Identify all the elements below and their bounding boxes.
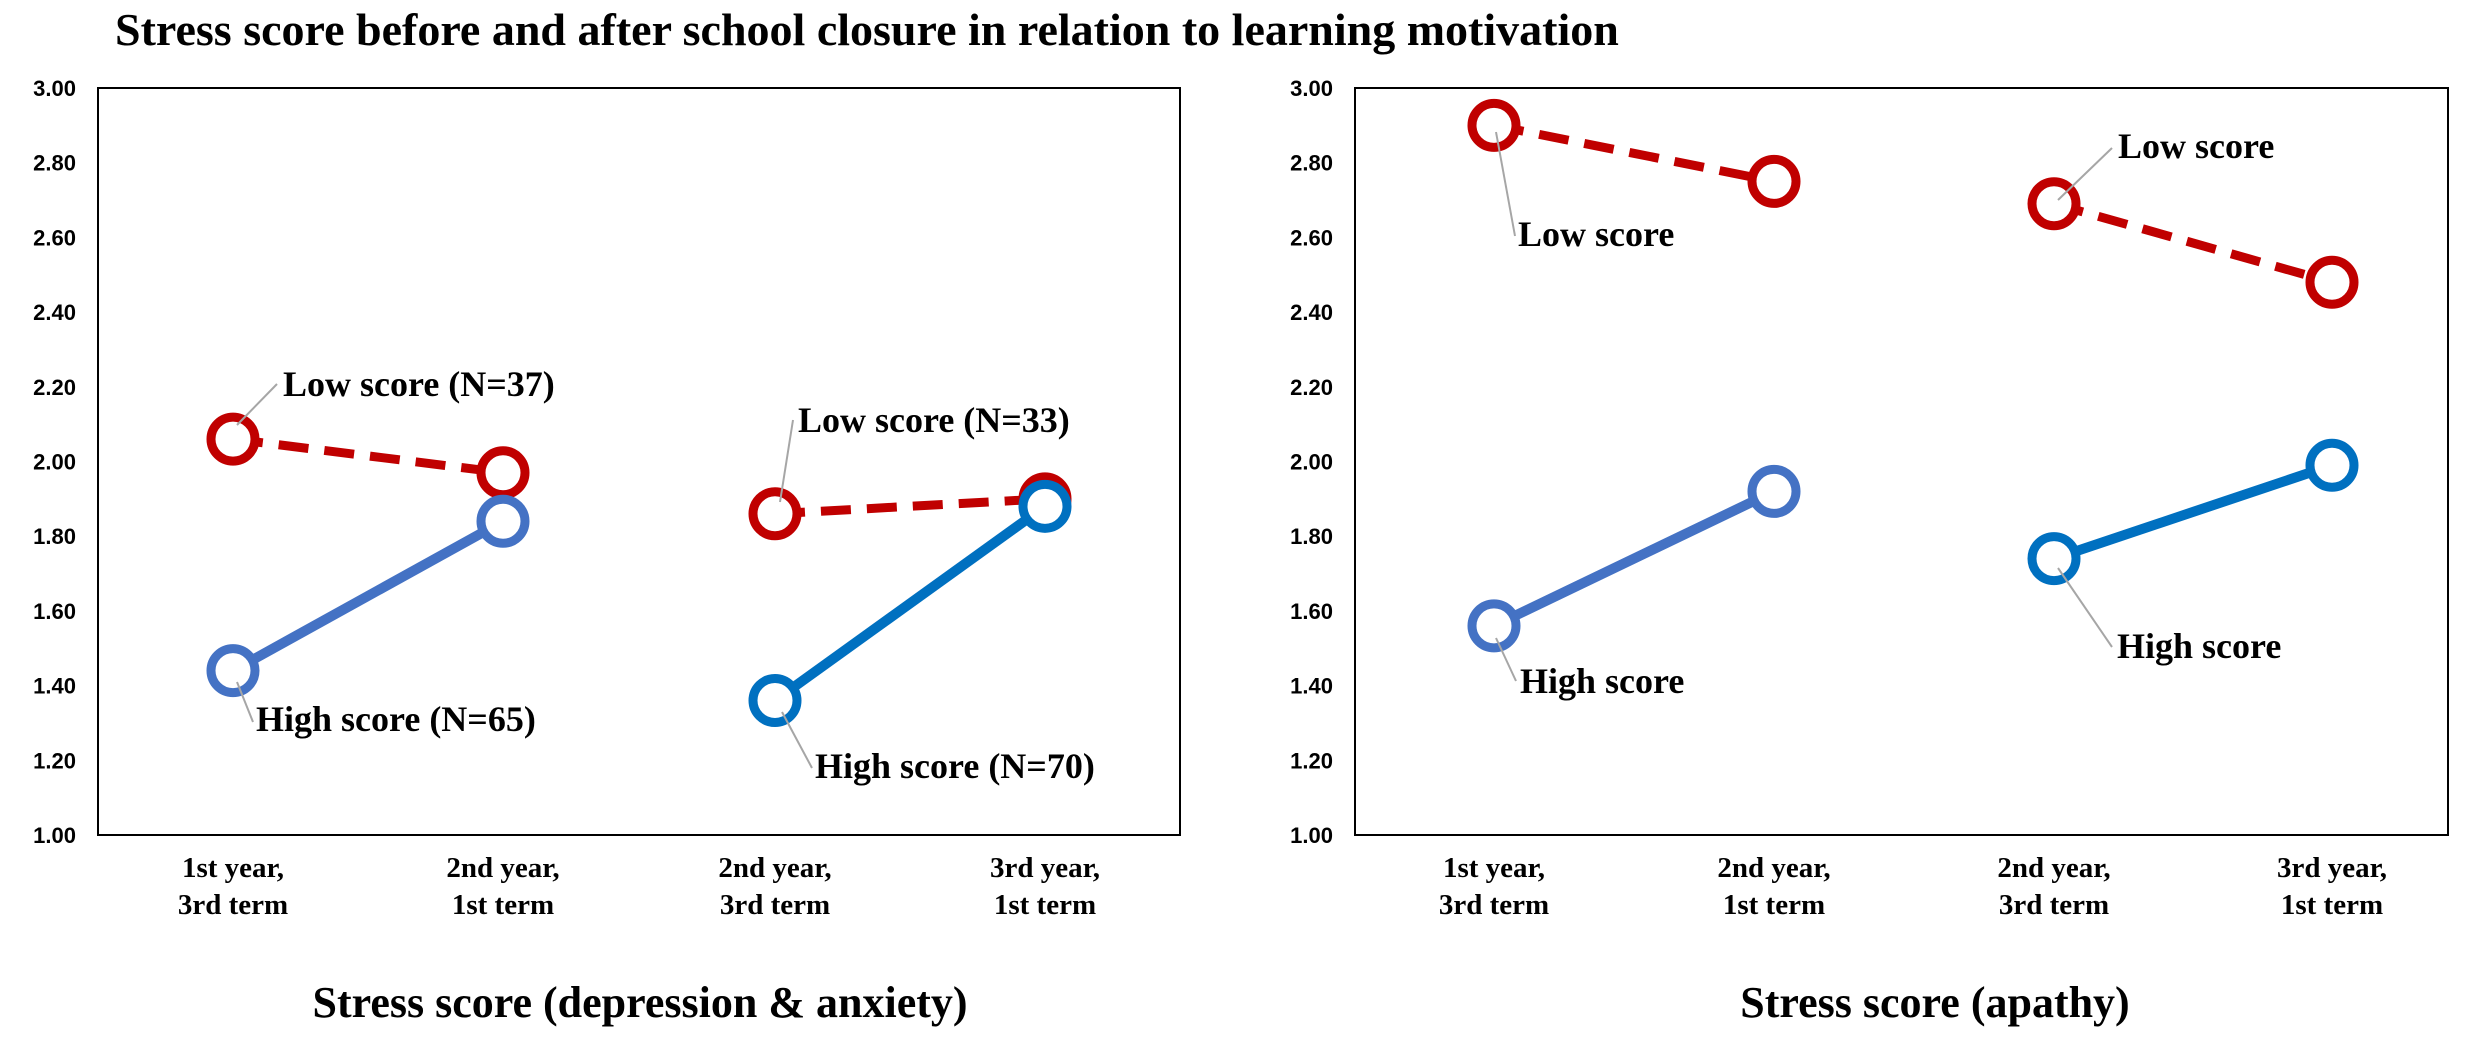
series-label-high: High score (N=65) xyxy=(256,699,536,739)
data-point-low xyxy=(2305,255,2359,309)
x-tick-label: 1st term xyxy=(1723,889,1825,921)
series-label-high: High score xyxy=(1520,661,1684,701)
data-point-low xyxy=(476,446,530,500)
y-tick-label: 2.20 xyxy=(1290,375,1333,400)
leader-line xyxy=(781,711,813,769)
y-tick-label: 1.80 xyxy=(1290,524,1333,549)
data-point-low xyxy=(1467,98,1521,152)
y-tick-label: 2.00 xyxy=(33,450,76,475)
x-tick-label: 1st term xyxy=(452,889,554,921)
y-tick-label: 2.40 xyxy=(1290,300,1333,325)
series-line-high-3 xyxy=(2052,460,2334,564)
x-tick-label: 3rd term xyxy=(1439,889,1549,921)
x-tick-label: 1st year, xyxy=(1443,852,1545,884)
y-tick-label: 1.20 xyxy=(1290,748,1333,773)
series-label-low: Low score (N=33) xyxy=(798,400,1070,440)
data-point-low xyxy=(748,487,802,541)
y-tick-label: 2.20 xyxy=(33,375,76,400)
x-tick-label: 3rd year, xyxy=(990,852,1100,884)
leader-line xyxy=(2057,567,2113,648)
y-tick-label: 1.80 xyxy=(33,524,76,549)
y-tick-label: 2.80 xyxy=(1290,151,1333,176)
x-tick-label: 1st year, xyxy=(182,852,284,884)
series-line-low-0 xyxy=(1493,120,1775,186)
x-tick-label: 3rd term xyxy=(720,889,830,921)
leader-line xyxy=(779,419,794,503)
data-point-high xyxy=(2305,438,2359,492)
plot-area xyxy=(1354,87,2449,836)
x-axis-title: Stress score (apathy) xyxy=(1740,978,2129,1027)
leader-line xyxy=(1495,131,1516,237)
series-label-low: Low score (N=37) xyxy=(283,364,555,404)
leader-line xyxy=(1495,637,1517,682)
chart-apathy: 1.00 1.20 1.40 1.60 1.80 2.00 2.20 2.40 2.60 2.80… xyxy=(1290,76,2449,1027)
x-tick-label: 2nd year, xyxy=(1717,852,1830,884)
y-tick-label: 2.60 xyxy=(1290,225,1333,250)
series-line-high-1 xyxy=(230,516,506,676)
x-tick-label: 2nd year, xyxy=(1997,852,2110,884)
series-label-low: Low score xyxy=(2118,126,2274,166)
y-tick-label: 1.20 xyxy=(33,748,76,773)
y-tick-label: 1.60 xyxy=(1290,599,1333,624)
x-tick-label: 3rd term xyxy=(178,889,288,921)
data-point-high xyxy=(1018,479,1072,533)
x-tick-label: 2nd year, xyxy=(718,852,831,884)
x-tick-label: 2nd year, xyxy=(446,852,559,884)
y-tick-label: 2.00 xyxy=(1290,450,1333,475)
x-tick-label: 1st term xyxy=(2281,889,2383,921)
y-tick-label: 1.40 xyxy=(1290,674,1333,699)
y-tick-label: 2.80 xyxy=(33,151,76,176)
x-tick-label: 3rd term xyxy=(1999,889,2109,921)
x-axis-title: Stress score (depression & anxiety) xyxy=(312,978,967,1027)
y-tick-label: 3.00 xyxy=(33,76,76,101)
series-line-low-2 xyxy=(2052,199,2334,287)
chart-title: Stress score before and after school clo… xyxy=(115,4,1619,55)
y-tick-label: 1.60 xyxy=(33,599,76,624)
data-point-high xyxy=(476,494,530,548)
series-label-high: High score xyxy=(2117,626,2281,666)
y-tick-label: 2.40 xyxy=(33,300,76,325)
series-line-high-1 xyxy=(1491,486,1777,631)
y-tick-label: 1.40 xyxy=(33,674,76,699)
y-tick-label: 1.00 xyxy=(33,823,76,848)
data-point-low xyxy=(1747,154,1801,208)
data-point-high xyxy=(748,674,802,728)
leader-line xyxy=(236,681,254,723)
plot-area xyxy=(97,87,1181,836)
series-line-high-3 xyxy=(772,502,1048,705)
leader-line xyxy=(2057,147,2113,201)
y-tick-label: 3.00 xyxy=(1290,76,1333,101)
series-line-low-0 xyxy=(232,434,504,478)
data-point-high xyxy=(1747,464,1801,518)
data-point-high xyxy=(2027,532,2081,586)
series-line-low-2 xyxy=(774,494,1046,519)
data-point-low xyxy=(206,412,260,466)
y-tick-label: 2.60 xyxy=(33,225,76,250)
y-tick-label: 1.00 xyxy=(1290,823,1333,848)
data-point-high xyxy=(1467,599,1521,653)
series-label-high: High score (N=70) xyxy=(815,746,1095,786)
data-point-high xyxy=(206,644,260,698)
chart-depression-anxiety: 1.00 1.20 1.40 1.60 1.80 2.00 2.20 2.40 2.60 2.80… xyxy=(33,76,1181,1027)
series-label-low: Low score xyxy=(1518,214,1674,254)
leader-line xyxy=(236,383,278,426)
x-tick-label: 1st term xyxy=(994,889,1096,921)
x-tick-label: 3rd year, xyxy=(2277,852,2387,884)
